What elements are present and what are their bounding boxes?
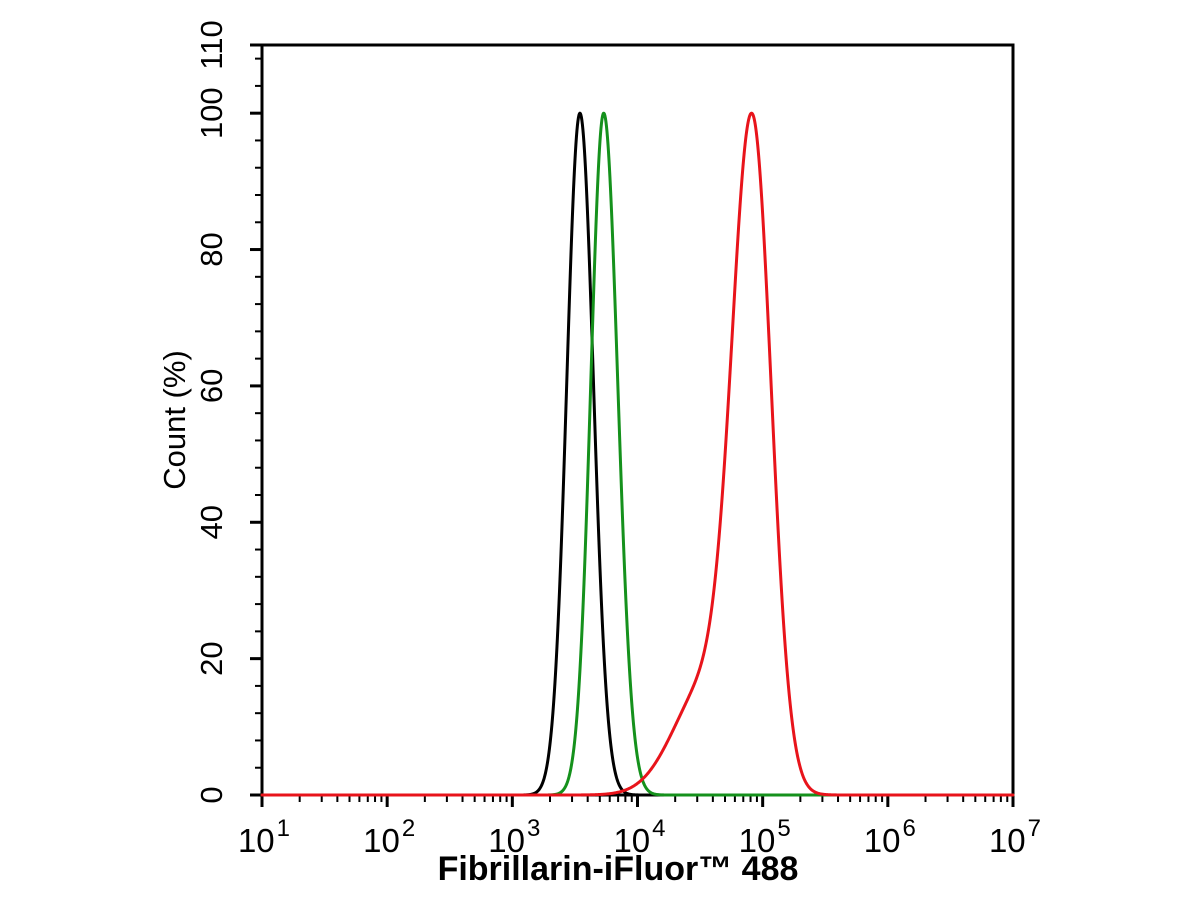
- y-tick-label: 60: [194, 369, 229, 403]
- y-axis-title: Count (%): [157, 350, 192, 490]
- x-axis-tick-labels: 101 102 103 104 105 106 107: [238, 815, 1041, 859]
- x-tick-label: 107: [989, 815, 1041, 859]
- x-tick-label: 106: [864, 815, 916, 859]
- histogram-curves: [260, 111, 1015, 797]
- y-tick-label: 20: [194, 641, 229, 675]
- x-tick-label: 105: [739, 815, 791, 859]
- y-tick-label: 0: [194, 786, 229, 803]
- plot-box-group: [260, 43, 1015, 797]
- series-path-red-curve: [260, 111, 1015, 797]
- x-tick-label: 101: [238, 815, 290, 859]
- y-axis-tick-labels: 0 20 40 60 80 100 110: [194, 20, 229, 803]
- y-tick-label: 40: [194, 505, 229, 539]
- x-axis-title: Fibrillarin-iFluor™ 488: [438, 850, 799, 888]
- y-axis-minor-ticks: [255, 57, 262, 769]
- y-axis-major-ticks: [250, 43, 262, 797]
- x-axis-major-ticks: [260, 795, 1015, 807]
- y-tick-label: 80: [194, 232, 229, 266]
- x-tick-label: 102: [363, 815, 415, 859]
- y-tick-label: 110: [194, 20, 229, 69]
- x-tick-label: 104: [613, 815, 665, 859]
- x-tick-label: 103: [488, 815, 540, 859]
- series-path-black-curve: [260, 111, 1015, 797]
- plot-box: [260, 43, 1015, 797]
- y-tick-label: 100: [194, 87, 229, 139]
- series-path-green-curve: [260, 111, 1015, 797]
